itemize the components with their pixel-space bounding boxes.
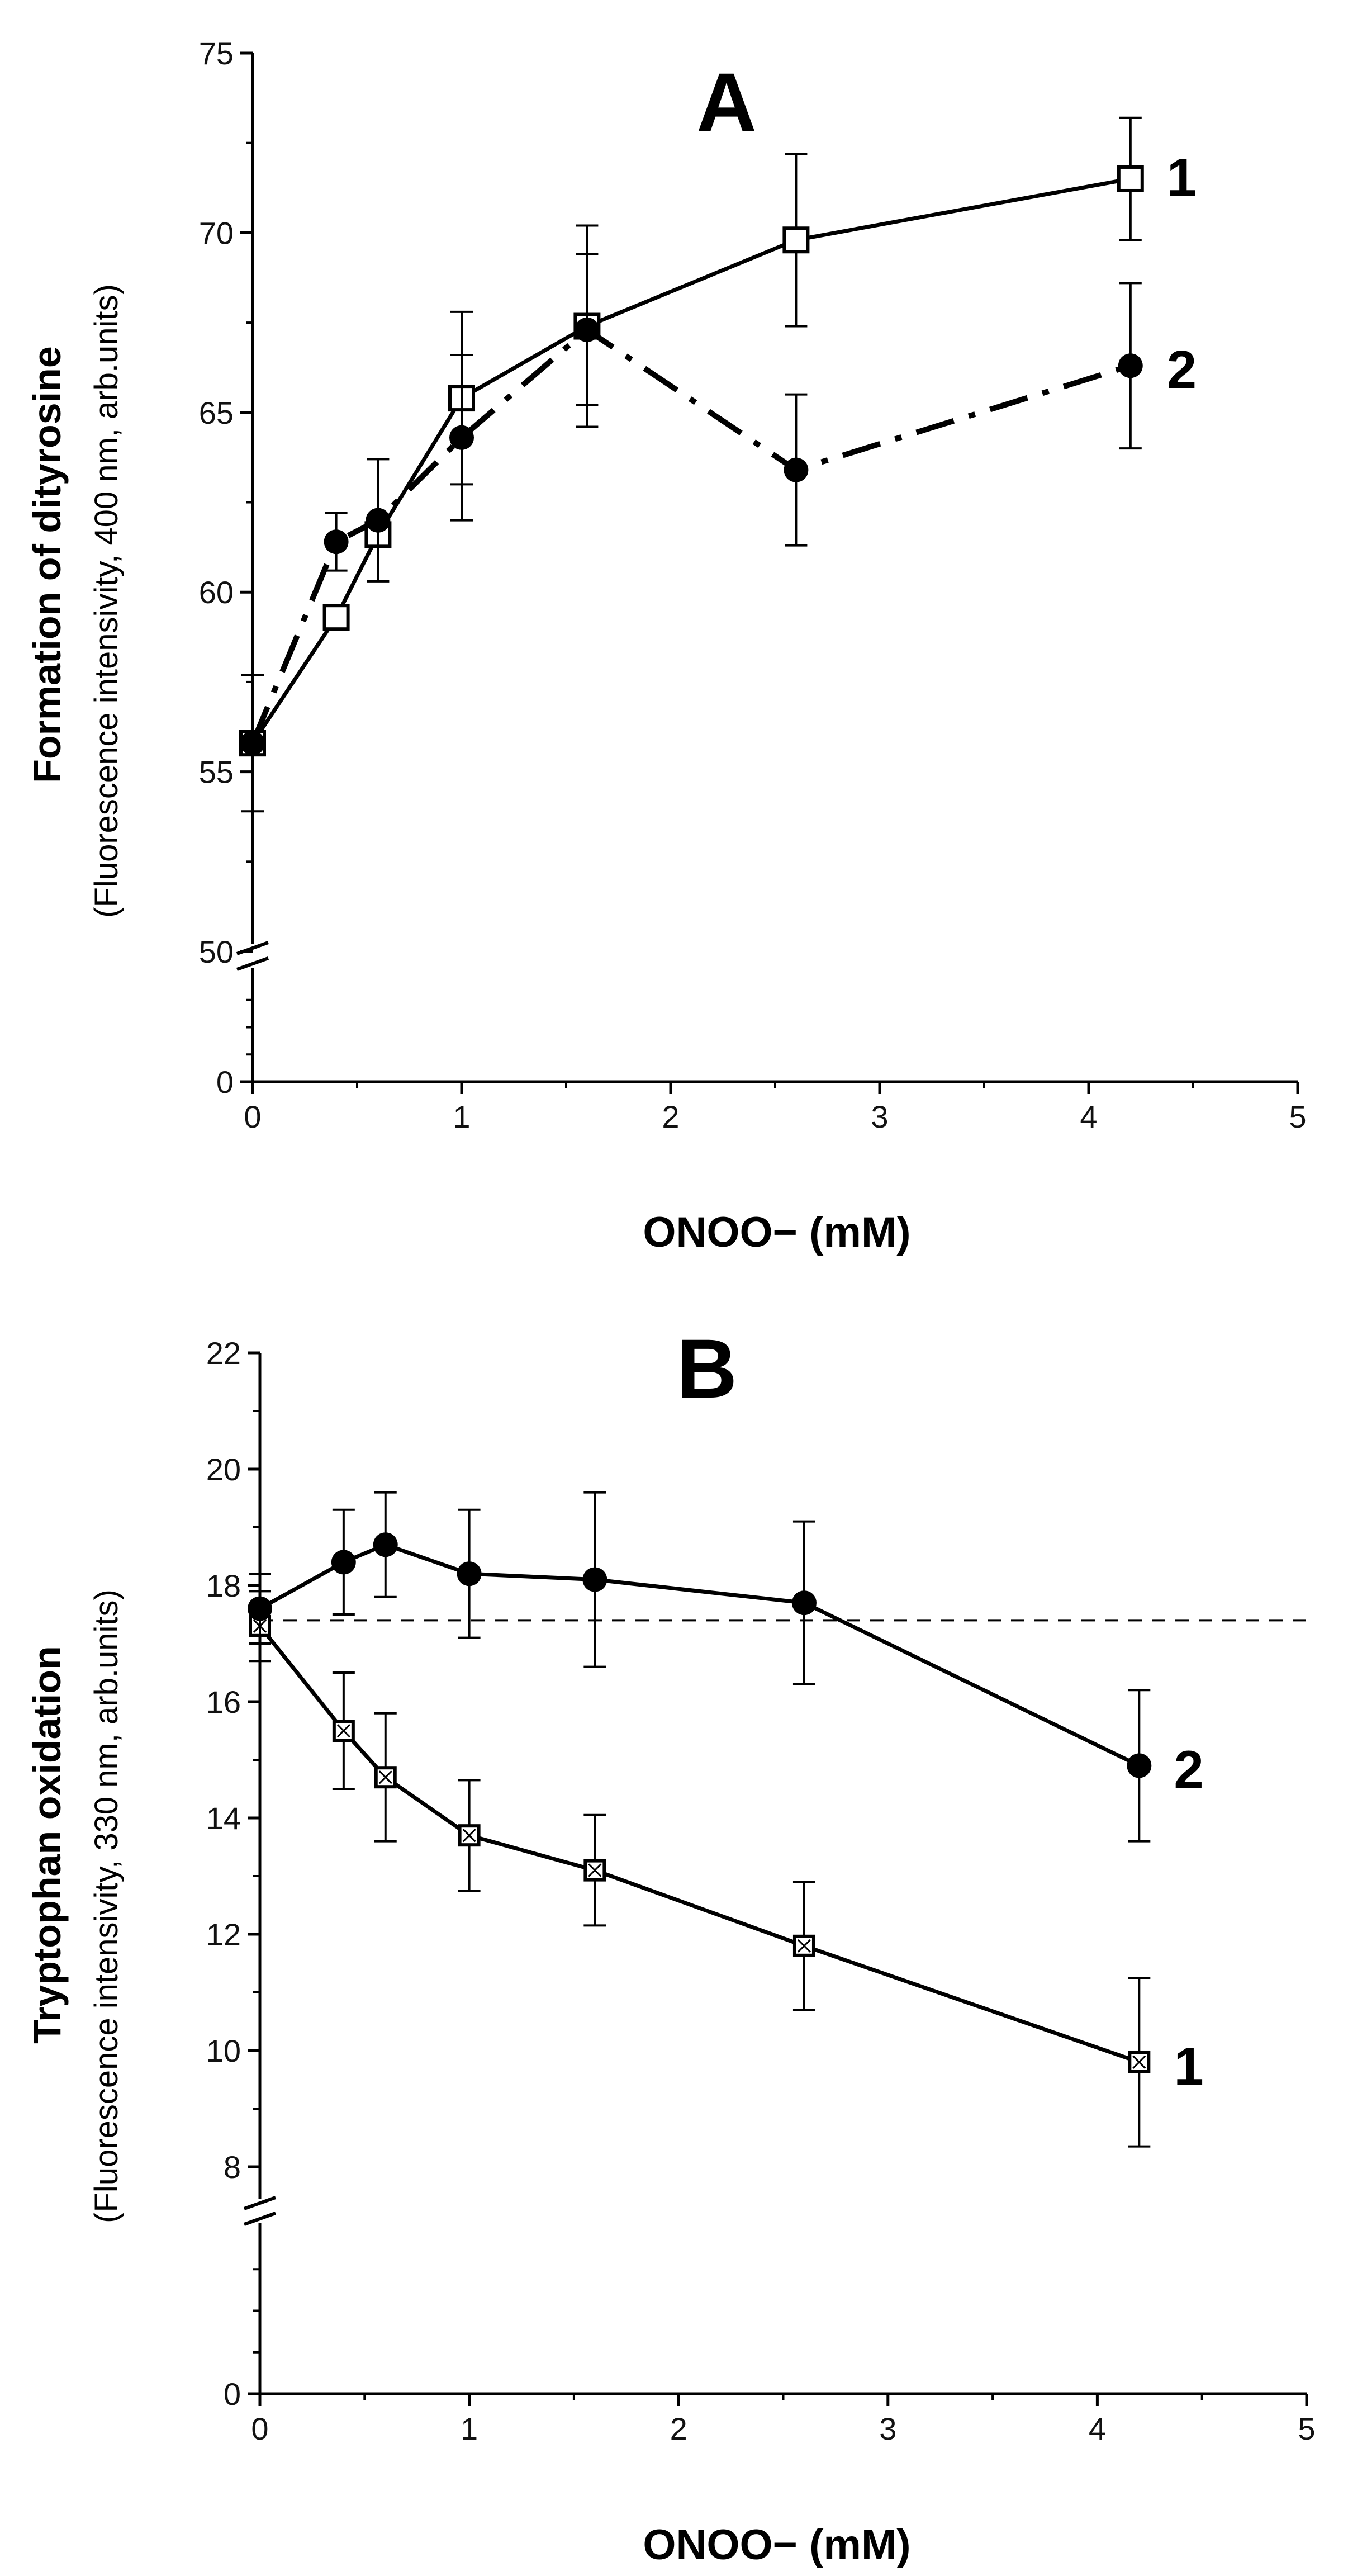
data-point-series-2 xyxy=(331,1550,356,1575)
data-point-series-1 xyxy=(322,604,350,631)
x-tick-label: 2 xyxy=(662,1099,679,1134)
panel-b: B ONOO− (mM) Tryptophan oxidation (Fluor… xyxy=(25,1322,1316,2569)
y-tick-label: 0 xyxy=(216,1064,234,1100)
y-tick-label: 18 xyxy=(206,1568,241,1603)
data-point-series-2 xyxy=(575,317,600,342)
x-tick-label: 3 xyxy=(871,1099,888,1134)
y-tick-label: 50 xyxy=(199,934,234,969)
y-tick-label: 20 xyxy=(206,1452,241,1487)
data-point-series-2 xyxy=(1118,353,1143,378)
marker-cross xyxy=(797,1939,811,1953)
panel-b-xlabel: ONOO− (mM) xyxy=(643,2521,910,2569)
series-line-1 xyxy=(258,1625,1140,2064)
x-tick-label: 5 xyxy=(1298,2411,1315,2446)
panel-b-letter: B xyxy=(677,1322,737,1415)
y-tick-label: 10 xyxy=(206,2033,241,2068)
data-point-series-2 xyxy=(784,457,809,482)
y-tick-label: 12 xyxy=(206,1917,241,1952)
data-point-series-2 xyxy=(248,1596,272,1621)
x-tick-label: 2 xyxy=(670,2411,687,2446)
series-line-1 xyxy=(251,177,1131,745)
y-tick-label: 65 xyxy=(199,395,234,430)
data-point-series-1 xyxy=(374,1766,397,1789)
x-tick-label: 5 xyxy=(1289,1099,1306,1134)
y-tick-label: 75 xyxy=(199,36,234,71)
data-point-series-2 xyxy=(324,529,349,555)
data-point-series-2 xyxy=(582,1567,607,1592)
axis-break-mark xyxy=(243,2196,277,2210)
marker-cross xyxy=(336,1723,350,1738)
series-label-2: 2 xyxy=(1167,340,1197,400)
y-tick-label: 16 xyxy=(206,1684,241,1720)
data-point-series-2 xyxy=(457,1561,482,1587)
series-label-2: 2 xyxy=(1174,1740,1203,1800)
data-point-series-1 xyxy=(1117,165,1144,192)
marker-cross xyxy=(1132,2055,1146,2069)
y-tick-label: 8 xyxy=(224,2149,241,2185)
y-tick-label: 14 xyxy=(206,1801,241,1836)
panel-a-ylabel: Formation of dityrosine xyxy=(25,346,69,783)
x-tick-label: 0 xyxy=(244,1099,261,1134)
data-point-series-2 xyxy=(1127,1753,1152,1778)
y-tick-label: 60 xyxy=(199,575,234,610)
x-tick-label: 1 xyxy=(453,1099,470,1134)
y-tick-label: 22 xyxy=(206,1336,241,1371)
x-tick-label: 0 xyxy=(251,2411,268,2446)
y-tick-label: 0 xyxy=(224,2376,241,2412)
x-tick-label: 4 xyxy=(1089,2411,1106,2446)
series-line-2 xyxy=(259,1542,1140,1768)
panel-a-ylabel-sub: (Fluorescence intensivity, 400 nm, arb.u… xyxy=(88,284,125,918)
marker-cross xyxy=(378,1770,392,1784)
data-point-series-2 xyxy=(449,425,474,450)
marker-cross xyxy=(462,1829,476,1843)
data-point-series-2 xyxy=(240,731,265,756)
data-point-series-2 xyxy=(373,1532,398,1557)
panel-a-letter: A xyxy=(696,55,757,149)
panel-a: A ONOO− (mM) Formation of dityrosine (Fl… xyxy=(25,36,1307,1256)
x-tick-label: 4 xyxy=(1080,1099,1097,1134)
x-tick-label: 3 xyxy=(879,2411,896,2446)
panel-b-ylabel: Tryptophan oxidation xyxy=(25,1646,69,2044)
series-label-1: 1 xyxy=(1167,148,1197,207)
axis-break-mark xyxy=(243,2212,277,2226)
data-point-series-2 xyxy=(366,508,391,533)
axis-break-mark xyxy=(236,956,269,971)
marker-cross xyxy=(588,1863,602,1877)
y-tick-label: 70 xyxy=(199,215,234,250)
panel-b-ylabel-sub: (Fluorescence intensivity, 330 nm, arb.u… xyxy=(88,1589,125,2223)
data-point-series-1 xyxy=(782,226,810,254)
series-label-1: 1 xyxy=(1174,2037,1203,2096)
panel-a-xlabel: ONOO− (mM) xyxy=(643,1209,910,1256)
x-tick-label: 1 xyxy=(461,2411,478,2446)
data-point-series-2 xyxy=(791,1590,817,1616)
y-tick-label: 55 xyxy=(199,755,234,790)
